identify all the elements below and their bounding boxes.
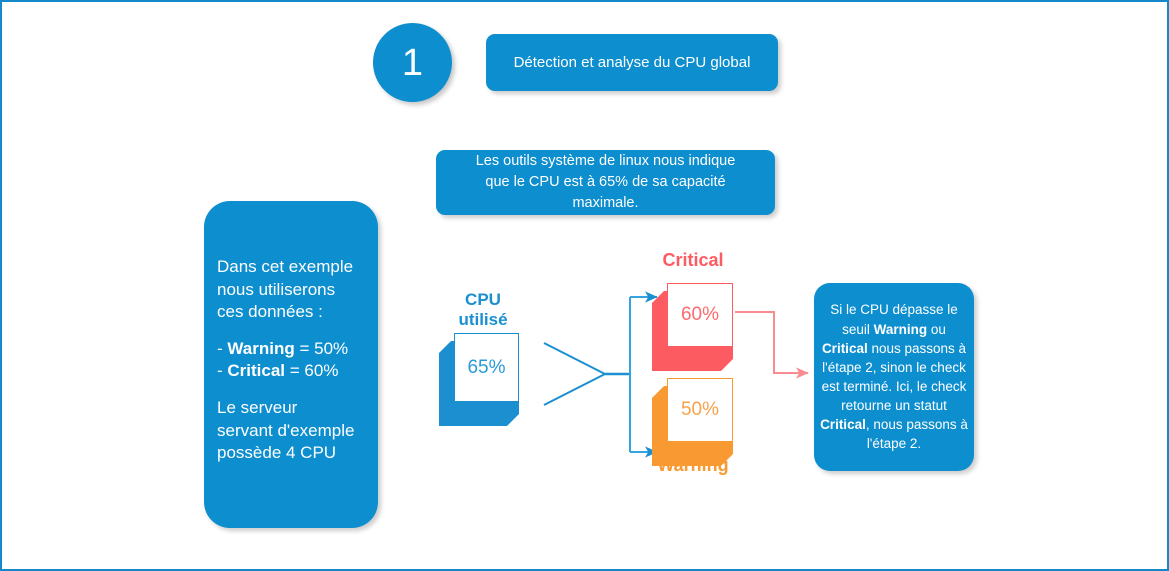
data-server-line-1: Le serveur [217,398,298,418]
data-critical-prefix: - [217,361,228,381]
tools-note-box: Les outils système de linux nous indique… [436,150,775,215]
warning-cube-value: 50% [680,399,720,420]
data-intro-line-3: ces données : [217,302,323,322]
step-number-label: 1 [401,41,424,84]
data-server-line-2: servant d'exemple [217,420,355,440]
connector-fork-lower [543,373,606,406]
warning-threshold-cube: 50% [652,378,733,458]
tools-note-line-1: Les outils système de linux nous indique [475,152,736,169]
cpu-usage-cube: 65% [439,333,519,418]
result-seg-5: nous passons à l'étape 2, sinon le check… [821,340,967,414]
result-seg-critical: Critical [821,340,868,356]
warning-cube-label: Warning [657,455,729,475]
data-server-line-3: possède 4 CPU [217,443,337,463]
connector-critical-to-result [735,311,809,379]
cpu-cube-label: CPU utilisé [448,290,518,331]
data-warning-label: Warning [227,338,295,358]
tools-note-line-2: que le CPU est à 65% de sa capacité [485,173,726,190]
result-seg-warning: Warning [873,321,928,337]
data-warning-prefix: - [217,338,228,358]
cpu-cube-value: 65% [467,356,506,378]
step-number-circle: 1 [373,23,452,102]
cpu-label-line-1: CPU [465,290,501,309]
cpu-cube-face: 65% [454,333,519,402]
cpu-label-line-2: utilisé [458,310,508,330]
result-explanation-panel: Si le CPU dépasse le seuil Warning ou Cr… [814,283,974,471]
example-data-panel: Dans cet exemple nous utiliserons ces do… [204,201,378,528]
data-gap-1 [217,324,354,338]
data-intro-line-1: Dans cet exemple [217,257,354,276]
critical-cube-value: 60% [680,304,720,325]
tools-note-line-3: maximale. [572,195,639,211]
example-data-text: Dans cet exemple nous utiliserons ces do… [204,201,354,465]
step-title-box: Détection et analyse du CPU global [486,34,778,91]
data-gap-2 [217,383,354,397]
result-seg-critical-2: Critical [820,417,866,433]
connector-fork-upper [543,342,606,375]
result-seg-1: Si le CPU dépasse le seuil [830,302,958,337]
critical-cube-label: Critical [662,250,724,270]
tools-note-text: Les outils système de linux nous indique… [466,151,746,214]
critical-cube-face: 60% [667,283,733,347]
warning-cube-face: 50% [667,378,733,442]
result-explanation-text: Si le CPU dépasse le seuil Warning ou Cr… [814,300,974,453]
data-critical-value: = 60% [285,361,339,381]
data-critical-label: Critical [227,361,286,381]
result-seg-3: ou [927,321,946,337]
critical-threshold-cube: 60% [652,283,733,363]
data-intro-line-2: nous utiliserons [217,279,336,299]
data-warning-value: = 50% [294,338,349,358]
step-title-text: Détection et analyse du CPU global [513,53,751,71]
result-seg-7: , nous passons à l'étape 2. [865,417,968,452]
